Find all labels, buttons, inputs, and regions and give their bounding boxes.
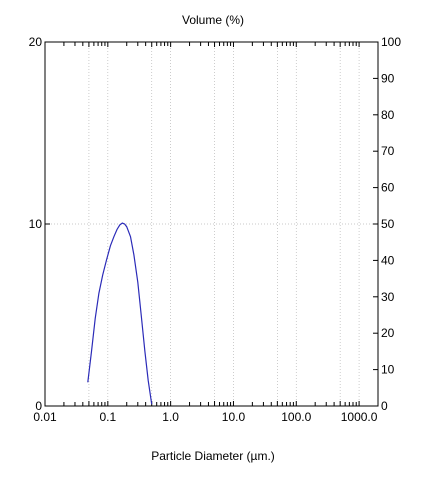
y-tick-label: 0 [35,399,42,413]
x-tick-label: 100.0 [281,410,311,424]
x-tick-label: 10.0 [222,410,246,424]
y2-tick-label: 10 [381,363,395,377]
x-axis-label: Particle Diameter (µm.) [151,449,275,463]
y-ticks: 0 10 20 [29,35,50,413]
y2-tick-label: 80 [381,108,395,122]
grid [45,42,378,406]
y2-tick-label: 100 [381,35,401,49]
x-ticks: 0.01 0.1 1.0 10.0 100.0 1000.0 [33,42,379,424]
y-tick-label: 10 [29,217,43,231]
series [87,222,153,405]
x-tick-label: 0.1 [99,410,116,424]
y2-tick-label: 30 [381,290,395,304]
y-tick-label: 20 [29,35,43,49]
plot-frame [44,41,379,407]
y2-tick-label: 60 [381,181,395,195]
y2-tick-label: 0 [381,399,388,413]
y2-tick-label: 90 [381,71,395,85]
y2-tick-label: 20 [381,326,395,340]
x-tick-label: 1000.0 [341,410,378,424]
chart-title: Volume (%) [182,13,244,27]
y2-tick-label: 70 [381,144,395,158]
y2-ticks: 0 10 20 30 40 50 60 70 80 90 100 [373,35,401,413]
y2-tick-label: 40 [381,253,395,267]
x-tick-label: 1.0 [162,410,179,424]
y2-tick-label: 50 [381,217,395,231]
x-tick-label: 0.01 [33,410,57,424]
series-line [87,222,153,405]
